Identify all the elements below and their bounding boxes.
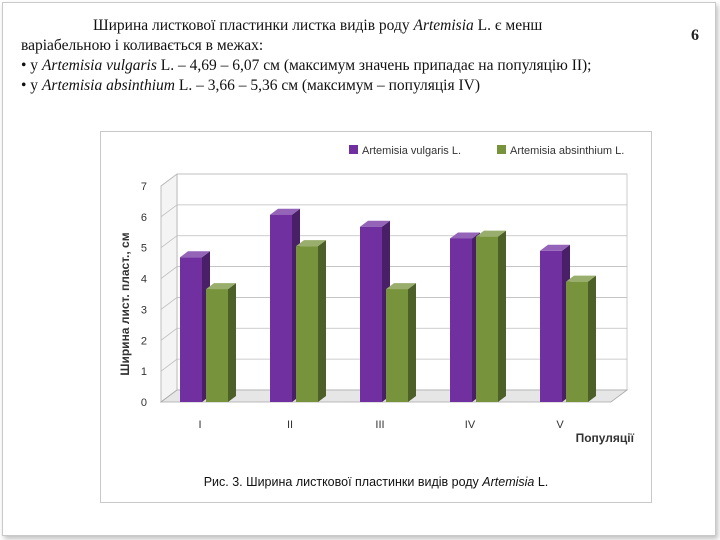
bar-top-face bbox=[386, 283, 416, 290]
bar-absinthium-IV bbox=[476, 230, 506, 402]
intro-item-2-species: Artemisia absinthium bbox=[41, 77, 175, 94]
caption-suffix: L. bbox=[534, 475, 549, 489]
bar-front-face bbox=[206, 289, 228, 402]
bar-front-face bbox=[360, 226, 382, 402]
bar-side-face bbox=[318, 240, 326, 402]
intro-item-vulgaris: • у Artemisia vulgaris L. – 4,69 – 6,07 … bbox=[21, 56, 691, 76]
caption-prefix: Рис. 3. Ширина листкової пластинки видів… bbox=[203, 475, 483, 489]
bar-top-face bbox=[476, 230, 506, 237]
x-tick-label: I bbox=[198, 419, 201, 431]
gridline bbox=[160, 204, 627, 218]
y-tick-label: 0 bbox=[141, 397, 147, 409]
x-tick-label: II bbox=[287, 419, 293, 431]
y-tick-label: 4 bbox=[141, 274, 147, 286]
bar-top-face bbox=[360, 220, 390, 227]
intro-item-1-tail: L. – 4,69 – 6,07 см (максимум значень пр… bbox=[156, 57, 592, 74]
intro-item-1-prefix: • у bbox=[21, 57, 42, 74]
plot-side-wall bbox=[160, 173, 178, 403]
bar-front-face bbox=[296, 246, 318, 402]
y-axis-label: Ширина лист. пласт., см bbox=[118, 232, 132, 375]
bar-front-face bbox=[180, 257, 202, 402]
bar-vulgaris-V bbox=[540, 244, 570, 402]
bar-vulgaris-I bbox=[180, 251, 210, 402]
y-tick-label: 2 bbox=[141, 335, 147, 347]
bar-absinthium-III bbox=[386, 283, 416, 402]
y-tick-label: 1 bbox=[141, 366, 147, 378]
intro-item-1-species: Artemisia vulgaris bbox=[41, 57, 157, 74]
x-tick-label: V bbox=[556, 419, 564, 431]
figure-caption: Рис. 3. Ширина листкової пластинки видів… bbox=[101, 475, 651, 489]
bar-absinthium-I bbox=[206, 283, 236, 402]
bar-front-face bbox=[540, 250, 562, 402]
intro-genus: Artemisia bbox=[413, 17, 474, 34]
chart-frame: 0 1 2 3 4 5 6 7 I II III IV V Ширина лист. пласт., см… bbox=[100, 131, 652, 503]
bar-side-face bbox=[228, 283, 236, 402]
bar-top-face bbox=[270, 208, 300, 215]
legend-swatch bbox=[349, 145, 358, 154]
bar-front-face bbox=[476, 236, 498, 402]
page-number: 6 bbox=[691, 27, 699, 44]
bar-front-face bbox=[270, 214, 292, 402]
intro-line-1: Ширина листкової пластинки листка видів … bbox=[21, 16, 691, 36]
bar-top-face bbox=[450, 232, 480, 239]
intro-line-1-tail: L. є менш bbox=[473, 17, 543, 34]
y-tick-label: 7 bbox=[141, 181, 147, 193]
bar-absinthium-II bbox=[296, 240, 326, 402]
bar-front-face bbox=[566, 281, 588, 402]
x-tick-label: III bbox=[375, 419, 384, 431]
bar-absinthium-V bbox=[566, 275, 596, 402]
y-tick-label: 3 bbox=[141, 304, 147, 316]
bar-front-face bbox=[450, 238, 472, 402]
bar-vulgaris-III bbox=[360, 220, 390, 402]
intro-item-2-tail: L. – 3,66 – 5,36 см (максимум – популяці… bbox=[174, 77, 481, 94]
bar-vulgaris-II bbox=[270, 208, 300, 402]
bar-vulgaris-IV bbox=[450, 232, 480, 402]
legend-entry: Artemisia vulgaris L. bbox=[362, 145, 461, 157]
bar-top-face bbox=[566, 275, 596, 282]
bar-side-face bbox=[588, 275, 596, 402]
intro-text: Ширина листкової пластинки листка видів … bbox=[21, 16, 691, 96]
legend-entry: Artemisia absinthium L. bbox=[510, 145, 624, 157]
intro-item-2-prefix: • у bbox=[21, 77, 42, 94]
intro-line-2: варіабельною і коливається в межах: bbox=[21, 37, 264, 54]
bar-side-face bbox=[498, 230, 506, 402]
x-axis-label: Популяції bbox=[576, 431, 635, 445]
bar-top-face bbox=[296, 240, 326, 247]
bar-top-face bbox=[540, 244, 570, 251]
intro-line-1-text: Ширина листкової пластинки листка видів … bbox=[93, 17, 414, 34]
y-tick-label: 6 bbox=[141, 212, 147, 224]
bar-front-face bbox=[386, 289, 408, 402]
x-tick-label: IV bbox=[465, 419, 476, 431]
intro-item-absinthium: • у Artemisia absinthium L. – 3,66 – 5,3… bbox=[21, 76, 691, 96]
bar-top-face bbox=[206, 283, 236, 290]
caption-genus: Artemisia bbox=[482, 475, 535, 489]
gridline bbox=[160, 173, 627, 187]
bar-top-face bbox=[180, 251, 210, 258]
bar-side-face bbox=[408, 283, 416, 402]
legend-swatch bbox=[497, 145, 506, 154]
y-tick-label: 5 bbox=[141, 243, 147, 255]
